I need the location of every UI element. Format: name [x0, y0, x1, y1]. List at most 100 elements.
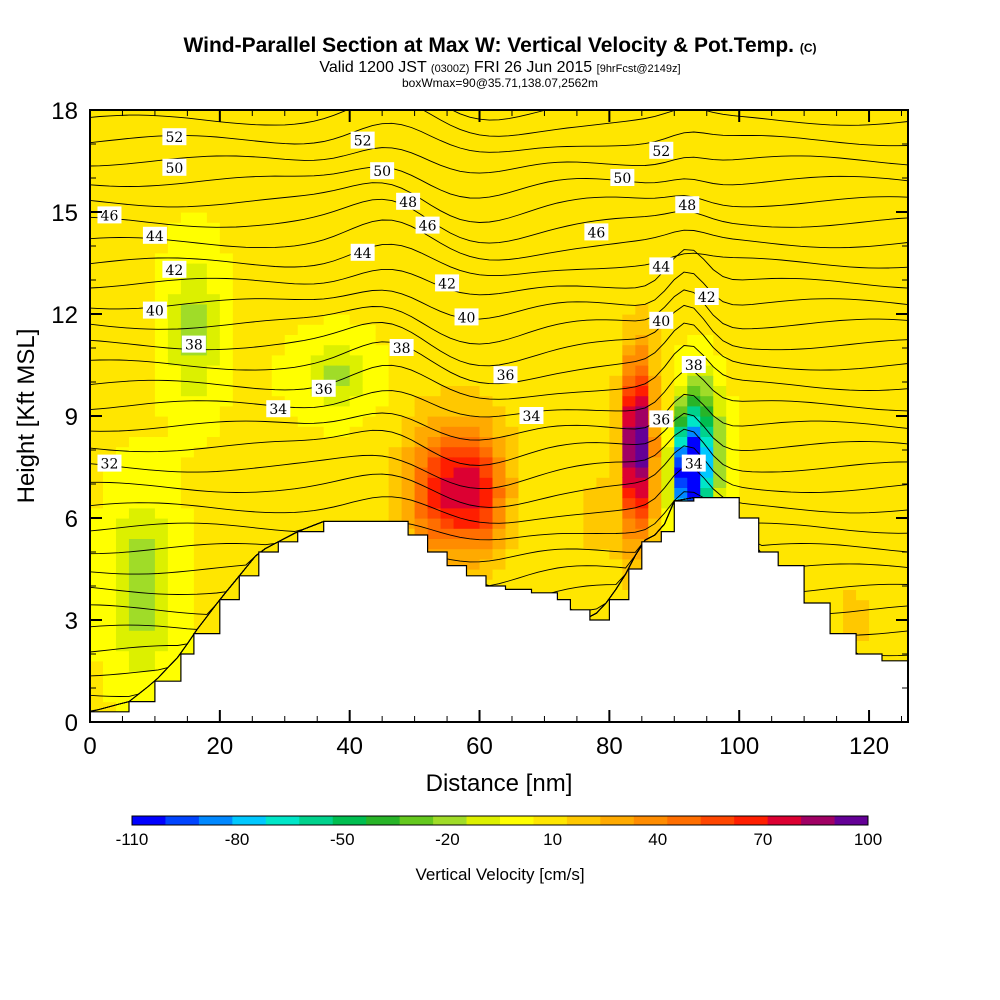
velocity-cell [401, 385, 416, 397]
velocity-cell [687, 293, 701, 305]
velocity-cell [466, 528, 481, 539]
velocity-cell [817, 426, 831, 437]
velocity-cell [219, 405, 234, 417]
velocity-cell [414, 344, 429, 356]
velocity-cell [453, 385, 468, 397]
velocity-cell [401, 314, 416, 325]
velocity-cell [700, 436, 714, 448]
velocity-cell [843, 344, 857, 356]
velocity-cell [310, 365, 325, 376]
velocity-cell [141, 456, 156, 468]
velocity-cell [310, 161, 325, 172]
velocity-cell [310, 171, 325, 182]
velocity-cell [453, 201, 468, 213]
velocity-cell [843, 283, 857, 295]
velocity-cell [804, 222, 818, 233]
velocity-cell [349, 375, 364, 386]
velocity-cell [856, 150, 870, 162]
velocity-cell [570, 242, 584, 254]
velocity-cell [791, 303, 805, 315]
velocity-cell [427, 191, 442, 203]
velocity-cell [453, 171, 468, 182]
velocity-cell [245, 344, 260, 356]
velocity-cell [492, 395, 507, 407]
velocity-cell [414, 405, 429, 417]
velocity-cell [297, 477, 312, 488]
velocity-cell [596, 558, 610, 570]
velocity-cell [90, 467, 104, 478]
velocity-cell [167, 314, 182, 325]
velocity-cell [856, 120, 870, 131]
velocity-cell [401, 212, 416, 223]
contour-label-box [584, 223, 609, 241]
velocity-cell [635, 426, 649, 437]
velocity-cell [427, 242, 442, 254]
velocity-cell [882, 161, 896, 172]
velocity-cell [843, 416, 857, 427]
velocity-cell [674, 477, 688, 488]
velocity-cell [154, 660, 169, 672]
velocity-cell [427, 130, 442, 142]
velocity-cell [882, 589, 896, 601]
velocity-cell [90, 365, 104, 376]
velocity-cell [310, 273, 325, 284]
velocity-cell [310, 436, 325, 448]
contour-label-box [181, 335, 206, 353]
velocity-cell [466, 263, 481, 274]
contour-labels: 5250464442403832343652504846444240383634… [97, 128, 719, 473]
velocity-cell [635, 405, 649, 417]
velocity-cell [765, 314, 779, 325]
velocity-cell [154, 558, 169, 570]
theta-contour [90, 110, 908, 137]
velocity-cell [492, 528, 507, 539]
velocity-cell [557, 314, 572, 325]
velocity-cell [635, 334, 649, 346]
velocity-cell [414, 375, 429, 386]
velocity-cell [869, 130, 883, 142]
velocity-cell [466, 375, 481, 386]
velocity-cell [362, 436, 377, 448]
velocity-cell [219, 303, 234, 315]
velocity-cell [609, 497, 623, 509]
velocity-cell [700, 201, 714, 213]
velocity-cell [843, 303, 857, 315]
velocity-cell [180, 120, 195, 131]
velocity-cell [869, 538, 883, 550]
velocity-cell [219, 436, 234, 448]
velocity-cell [557, 252, 572, 264]
velocity-cell [856, 405, 870, 417]
velocity-cell [804, 589, 818, 601]
velocity-cell [427, 467, 442, 478]
velocity-cell [791, 110, 805, 121]
velocity-cell [453, 365, 468, 376]
velocity-cell [90, 252, 104, 264]
theta-contour [90, 497, 908, 563]
velocity-cell [141, 528, 156, 539]
velocity-cell [518, 334, 533, 346]
colorbar: -110 -80 -50 -20 10 40 70 100 [116, 815, 882, 849]
velocity-cell [336, 283, 351, 295]
velocity-cell [687, 273, 701, 284]
velocity-cell [297, 467, 312, 478]
velocity-cell [362, 161, 377, 172]
velocity-cell [687, 375, 701, 386]
velocity-cell [336, 324, 351, 335]
velocity-cell [193, 120, 208, 131]
velocity-cell [310, 487, 325, 499]
velocity-cell [739, 456, 753, 468]
velocity-cell [596, 303, 610, 315]
velocity-cell [869, 640, 883, 652]
velocity-cell [336, 395, 351, 407]
velocity-cell [765, 150, 779, 162]
velocity-cell [102, 120, 117, 131]
velocity-cell [90, 130, 104, 142]
velocity-cell [479, 252, 494, 264]
velocity-cell [609, 538, 623, 550]
velocity-cell [479, 456, 494, 468]
velocity-cell [544, 354, 559, 366]
velocity-cell [141, 569, 156, 580]
velocity-cell [817, 579, 831, 590]
velocity-cell [856, 599, 870, 611]
velocity-cell [232, 395, 247, 407]
velocity-cell [297, 110, 312, 121]
